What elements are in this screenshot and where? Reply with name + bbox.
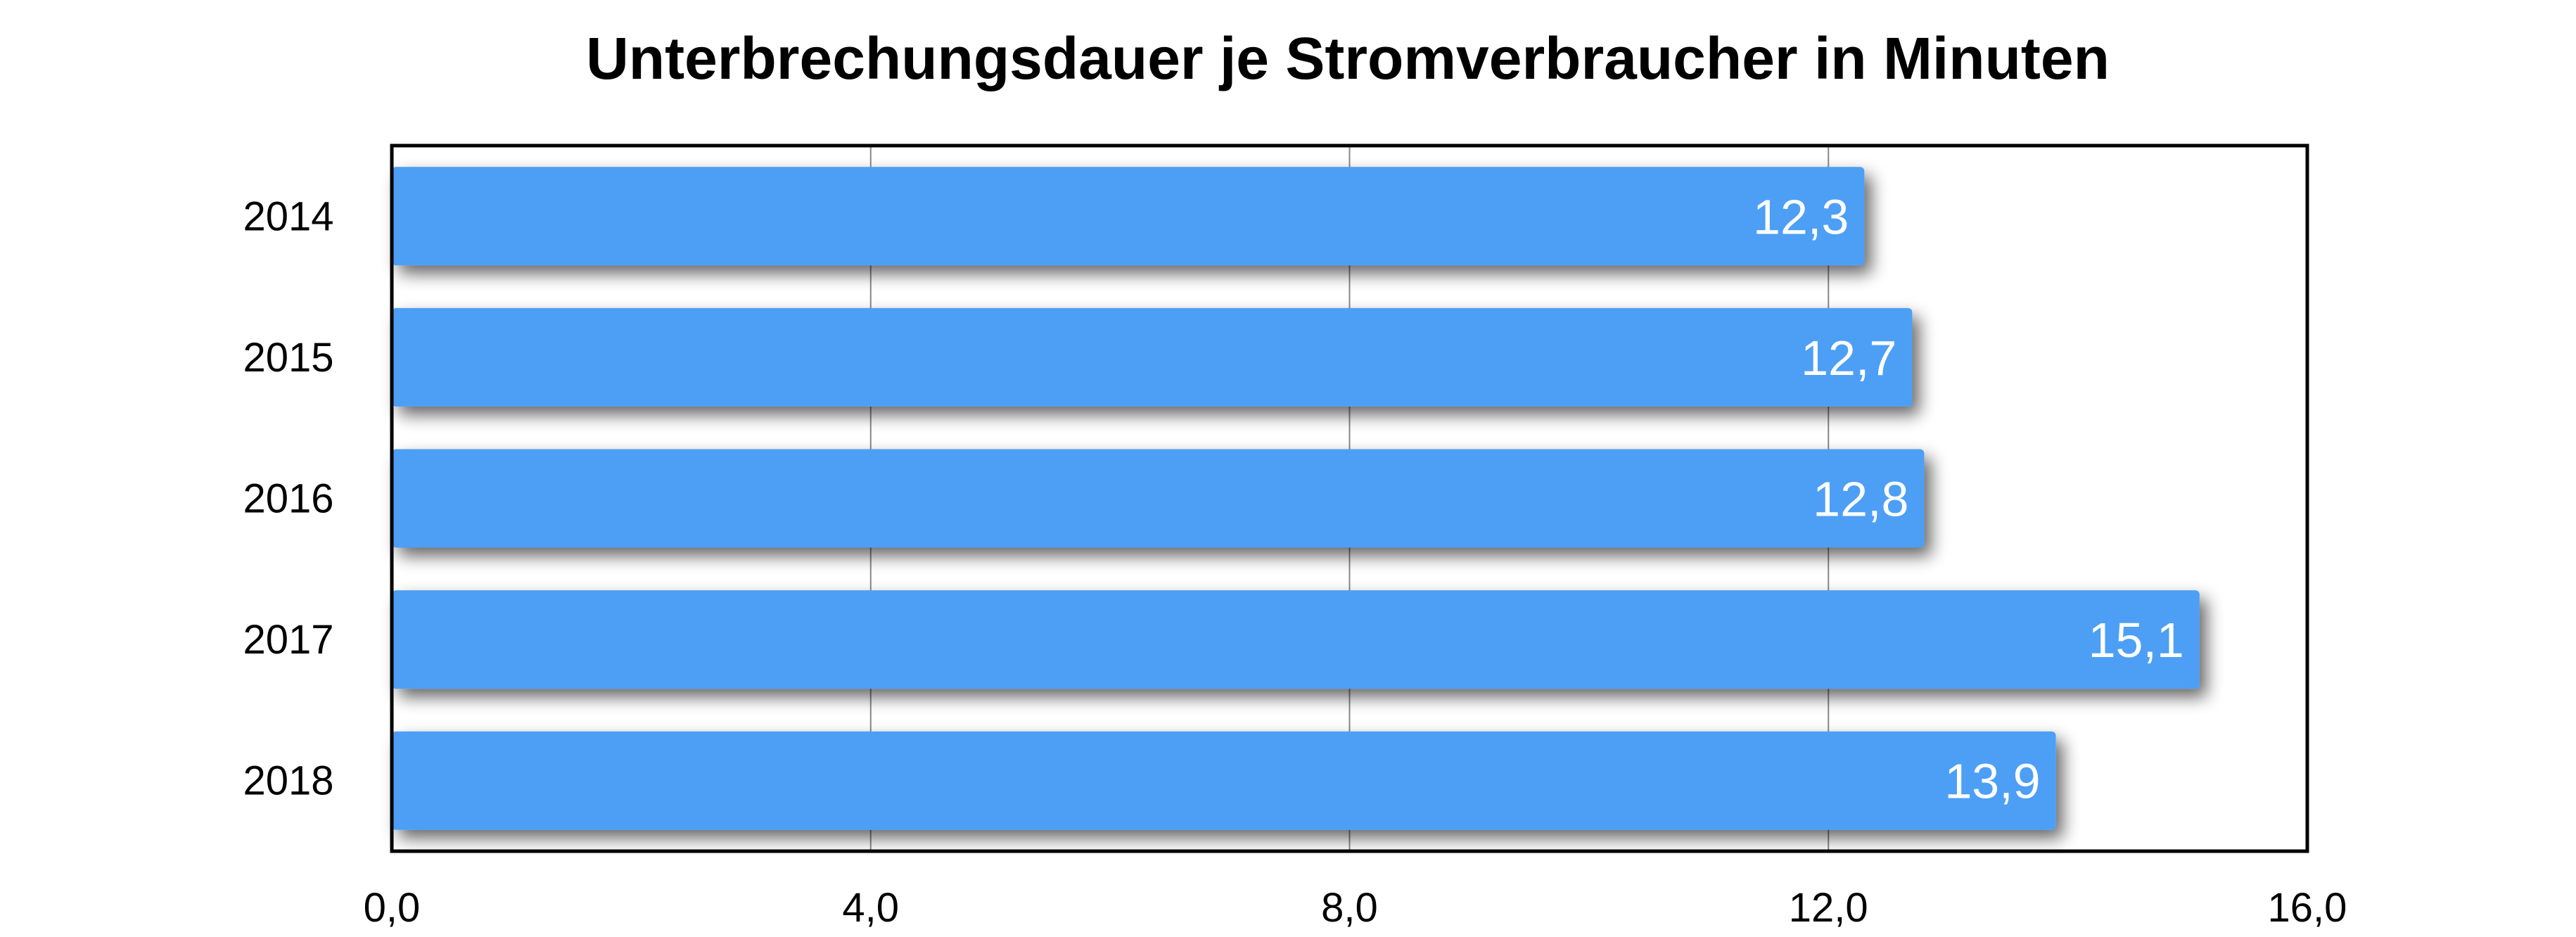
bar-value-label: 12,3 bbox=[1753, 189, 1849, 244]
bars bbox=[392, 167, 2200, 830]
bar-value-label: 13,9 bbox=[1944, 754, 2040, 809]
chart-title: Unterbrechungsdauer je Stromverbraucher … bbox=[586, 25, 2110, 91]
bar-value-label: 12,8 bbox=[1813, 472, 1908, 527]
plot-frame bbox=[390, 144, 2309, 853]
bar bbox=[392, 167, 1865, 266]
bar-value-label: 15,1 bbox=[2089, 613, 2184, 668]
x-tick-label: 0,0 bbox=[364, 885, 421, 931]
x-tick-label: 4,0 bbox=[842, 885, 899, 931]
bar-value-label: 12,7 bbox=[1801, 331, 1896, 385]
x-tick-label: 12,0 bbox=[1789, 885, 1868, 931]
x-tick-label: 8,0 bbox=[1321, 885, 1378, 931]
labels: 0,0 4,0 8,0 12,0 16,0 12,3 2014 12,7 2015 12,8 201… bbox=[243, 189, 2347, 931]
bar bbox=[392, 307, 1913, 407]
category-label: 2014 bbox=[243, 193, 333, 239]
category-label: 2018 bbox=[243, 758, 333, 804]
category-label: 2015 bbox=[243, 335, 333, 381]
category-label: 2017 bbox=[243, 617, 333, 663]
bar bbox=[392, 590, 2200, 689]
bar bbox=[392, 449, 1925, 548]
x-tick-label: 16,0 bbox=[2268, 885, 2347, 931]
bar bbox=[392, 731, 2056, 830]
category-label: 2016 bbox=[243, 476, 333, 522]
